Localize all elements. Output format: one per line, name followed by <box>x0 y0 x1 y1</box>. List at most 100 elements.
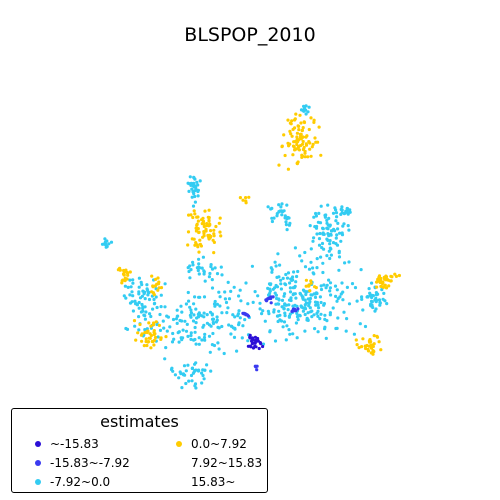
map-point <box>386 278 391 282</box>
map-point <box>177 340 181 344</box>
map-point <box>134 338 138 342</box>
map-point <box>376 277 380 281</box>
map-point <box>145 283 149 287</box>
map-point <box>382 291 386 295</box>
map-point <box>211 331 215 336</box>
map-point <box>340 281 344 285</box>
map-point <box>192 313 196 317</box>
map-point <box>177 376 181 380</box>
map-point <box>259 342 263 346</box>
map-point <box>184 381 188 386</box>
map-point <box>375 285 379 289</box>
map-point <box>146 340 151 344</box>
map-point <box>222 351 226 356</box>
map-point <box>194 241 198 245</box>
map-point <box>193 212 197 216</box>
map-point <box>187 269 191 274</box>
map-point <box>181 373 186 377</box>
map-point <box>191 190 195 194</box>
map-point <box>104 243 108 247</box>
map-point <box>284 220 288 224</box>
map-point <box>143 328 147 332</box>
map-point <box>109 240 114 244</box>
map-point <box>267 312 271 316</box>
map-point <box>370 281 374 285</box>
map-point <box>149 314 153 319</box>
map-point <box>131 278 135 282</box>
map-point <box>212 228 216 232</box>
map-point <box>196 315 201 319</box>
map-point <box>239 299 243 303</box>
map-point <box>296 307 300 311</box>
map-point <box>279 287 283 291</box>
map-point <box>143 317 147 321</box>
map-point <box>287 303 291 307</box>
map-point <box>283 282 287 286</box>
map-point <box>238 196 242 200</box>
map-point <box>279 205 283 209</box>
map-point <box>137 328 141 332</box>
map-point <box>298 132 302 136</box>
map-point <box>326 227 330 231</box>
legend-swatch <box>35 441 41 447</box>
map-point <box>191 184 195 188</box>
map-point <box>174 317 178 321</box>
map-point <box>156 276 160 280</box>
map-point <box>128 278 132 282</box>
map-point <box>331 241 336 245</box>
map-point <box>154 320 158 324</box>
map-point <box>197 272 201 276</box>
map-point <box>385 302 389 306</box>
map-point <box>161 319 165 323</box>
map-point <box>261 344 265 349</box>
map-point <box>307 267 312 271</box>
map-point <box>147 291 151 295</box>
map-point <box>124 296 128 300</box>
map-point <box>126 271 130 275</box>
map-point <box>206 215 210 219</box>
map-point <box>394 274 398 278</box>
legend-label: ~-15.83 <box>50 437 99 451</box>
map-point <box>226 280 230 284</box>
map-point <box>308 147 312 151</box>
map-point <box>288 129 292 133</box>
map-point <box>290 278 294 282</box>
map-point <box>358 322 362 326</box>
map-point <box>175 321 179 325</box>
map-point <box>274 302 278 306</box>
map-point <box>288 221 292 225</box>
map-point <box>304 143 309 147</box>
map-point <box>209 229 213 233</box>
map-point <box>283 214 287 218</box>
map-point <box>293 284 297 288</box>
map-point <box>144 337 148 341</box>
map-point <box>267 293 271 297</box>
map-point <box>207 208 211 212</box>
map-point <box>316 330 320 334</box>
map-point <box>309 310 313 314</box>
map-point <box>328 242 332 246</box>
map-point <box>201 255 205 259</box>
map-point <box>223 297 227 301</box>
map-point <box>299 137 303 141</box>
map-point <box>317 237 322 241</box>
map-point <box>313 136 317 140</box>
map-point <box>152 343 156 347</box>
map-point <box>313 327 317 331</box>
map-point <box>301 297 305 301</box>
map-point <box>275 214 279 218</box>
map-point <box>205 313 209 317</box>
map-point <box>316 314 320 318</box>
map-point <box>291 127 295 131</box>
map-point <box>355 343 359 347</box>
map-point <box>180 386 184 390</box>
map-point <box>336 227 340 231</box>
map-point <box>282 209 286 213</box>
map-point <box>202 272 206 276</box>
map-point <box>277 203 281 207</box>
map-point <box>329 293 333 297</box>
map-point <box>295 135 299 139</box>
map-point <box>309 281 313 285</box>
map-point <box>141 305 145 309</box>
map-point <box>326 203 330 207</box>
